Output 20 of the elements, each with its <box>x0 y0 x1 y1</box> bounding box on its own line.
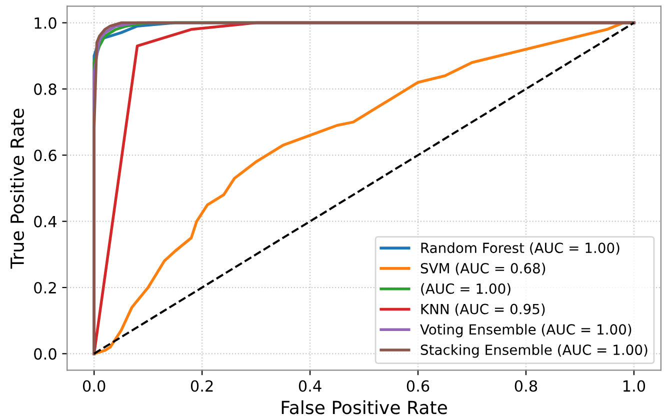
x-tick-label: 0.0 <box>82 380 106 392</box>
x-tick-label: 0.4 <box>298 380 322 392</box>
legend-label: SVM (AUC = 0.68) <box>420 262 546 276</box>
y-tick-label: 0.0 <box>34 348 56 360</box>
y-axis-title: True Positive Rate <box>10 108 24 269</box>
y-tick-label: 0.4 <box>34 216 57 228</box>
y-tick-label: 0.6 <box>34 150 56 162</box>
legend-label: Stacking Ensemble (AUC = 1.00) <box>420 344 648 358</box>
x-tick-label: 1.0 <box>623 380 646 392</box>
y-tick-label: 0.2 <box>34 282 56 294</box>
legend-label: (AUC = 1.00) <box>421 283 510 296</box>
x-axis-title: False Positive Rate <box>282 400 447 414</box>
legend-label: KNN (AUC = 0.95) <box>421 304 545 316</box>
y-tick-label: 0.8 <box>34 83 56 95</box>
x-tick-label: 0.8 <box>514 380 538 392</box>
legend-label: Voting Ensemble (AUC = 1.00) <box>420 324 632 338</box>
x-tick-label: 0.6 <box>406 380 430 392</box>
legend-label: Random Forest (AUC = 1.00) <box>421 242 620 255</box>
y-tick-label: 1.0 <box>34 17 56 29</box>
x-tick-label: 0.2 <box>190 380 213 392</box>
